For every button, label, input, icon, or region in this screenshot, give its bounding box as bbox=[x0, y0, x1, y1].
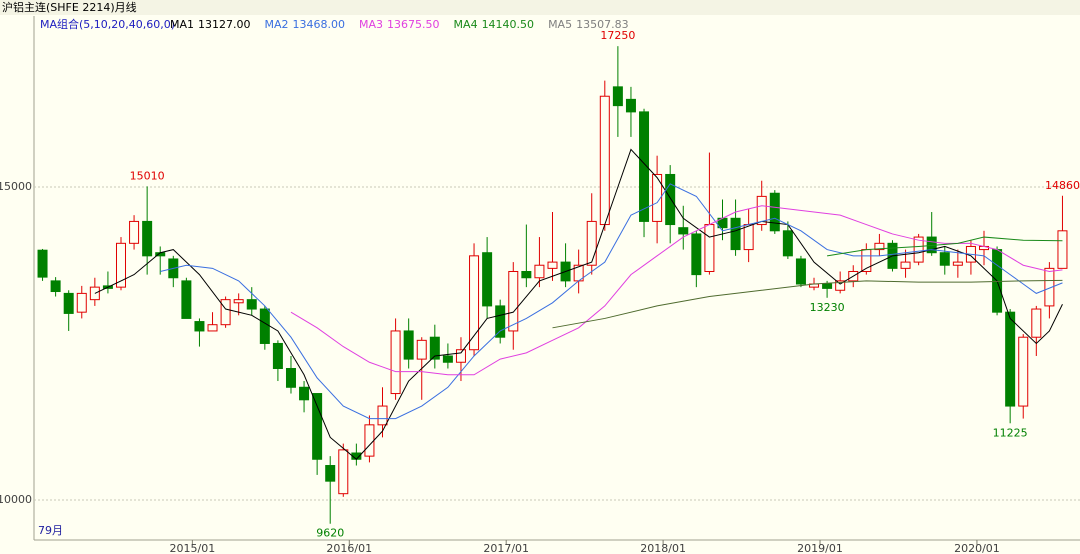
candle-body bbox=[299, 386, 310, 401]
candle-body bbox=[691, 233, 702, 276]
candle-body bbox=[37, 249, 48, 278]
candle-body bbox=[207, 324, 218, 332]
candle-body bbox=[639, 111, 650, 222]
candle-body bbox=[521, 270, 532, 279]
y-tick-label: 15000 bbox=[0, 180, 32, 193]
candle-body bbox=[482, 252, 493, 307]
legend-name: MA2 bbox=[265, 18, 289, 31]
legend-name: MA1 bbox=[170, 18, 194, 31]
candle-body bbox=[900, 261, 911, 269]
candle-body bbox=[1057, 230, 1068, 269]
candle-body bbox=[939, 252, 950, 266]
candle-body bbox=[1005, 311, 1016, 407]
x-tick-label: 2016/01 bbox=[326, 542, 372, 554]
candle-body bbox=[652, 173, 663, 222]
candle-body bbox=[586, 220, 597, 266]
candle-body bbox=[312, 393, 323, 460]
candle-body bbox=[285, 368, 296, 388]
x-tick-label: 2017/01 bbox=[483, 542, 529, 554]
extreme-label: 11225 bbox=[993, 426, 1028, 439]
extreme-label: 9620 bbox=[316, 527, 344, 540]
candle-body bbox=[678, 227, 689, 235]
candle-body bbox=[756, 195, 767, 226]
candle-body bbox=[952, 261, 963, 266]
candle-body bbox=[782, 230, 793, 257]
candle-body bbox=[390, 330, 401, 395]
candle-body bbox=[142, 220, 153, 257]
extreme-label: 14860 bbox=[1045, 179, 1080, 192]
candle-body bbox=[1044, 267, 1055, 307]
candle-body bbox=[769, 192, 780, 232]
candle-body bbox=[1031, 308, 1042, 338]
y-tick-label: 10000 bbox=[0, 493, 32, 506]
candle-body bbox=[665, 173, 676, 226]
legend-name: MA4 bbox=[454, 18, 478, 31]
x-tick-label: 2019/01 bbox=[797, 542, 843, 554]
candle-body bbox=[220, 299, 231, 326]
candle-body bbox=[194, 321, 205, 332]
candle-body bbox=[377, 405, 388, 426]
ma-line bbox=[827, 236, 1063, 257]
legend-value: 13127.00 bbox=[198, 18, 251, 31]
candle-body bbox=[338, 449, 349, 495]
candle-body bbox=[246, 299, 257, 310]
candle-body bbox=[115, 242, 126, 288]
candle-body bbox=[795, 258, 806, 285]
candle-body bbox=[534, 264, 545, 279]
candle-body bbox=[325, 465, 336, 482]
extreme-label: 17250 bbox=[600, 29, 635, 42]
candle-body bbox=[429, 336, 440, 360]
extreme-label: 13230 bbox=[810, 301, 845, 314]
candle-body bbox=[403, 330, 414, 360]
candle-body bbox=[364, 424, 375, 457]
extreme-label: 15010 bbox=[130, 169, 165, 182]
candle-body bbox=[272, 342, 283, 370]
x-tick-label: 2020/01 bbox=[954, 542, 1000, 554]
candle-body bbox=[442, 355, 453, 363]
x-tick-label: 2015/01 bbox=[170, 542, 216, 554]
legend-value: 13675.50 bbox=[387, 18, 440, 31]
candle-body bbox=[129, 220, 140, 244]
candle-body bbox=[76, 292, 87, 313]
count-label: 79月 bbox=[38, 524, 63, 537]
legend-value: 13507.83 bbox=[576, 18, 629, 31]
ma-legend-title: MA组合(5,10,20,40,60,0) bbox=[40, 17, 175, 31]
candle-body bbox=[625, 98, 636, 113]
candle-body bbox=[704, 224, 715, 272]
candle-body bbox=[835, 280, 846, 291]
candle-body bbox=[259, 308, 270, 344]
legend-value: 13468.00 bbox=[293, 18, 346, 31]
candle-body bbox=[495, 305, 506, 338]
legend-name: MA3 bbox=[359, 18, 383, 31]
candle-body bbox=[730, 217, 741, 251]
x-tick-label: 2018/01 bbox=[640, 542, 686, 554]
legend-name: MA5 bbox=[548, 18, 572, 31]
candle-body bbox=[181, 280, 192, 319]
candle-body bbox=[547, 261, 558, 269]
candle-body bbox=[874, 242, 885, 251]
legend-value: 14140.50 bbox=[482, 18, 535, 31]
candle-body bbox=[743, 224, 754, 251]
candle-body bbox=[612, 86, 623, 107]
candle-body bbox=[1018, 336, 1029, 407]
candle-body bbox=[233, 299, 244, 304]
candle-body bbox=[508, 270, 519, 332]
ma-line bbox=[160, 183, 1063, 420]
ma-line bbox=[290, 205, 1063, 376]
candle-body bbox=[469, 255, 480, 351]
chart-title: 沪铝主连(SHFE 2214)月线 bbox=[2, 0, 137, 14]
candle-body bbox=[599, 95, 610, 226]
candle-body bbox=[416, 339, 427, 360]
candle-body bbox=[50, 280, 61, 293]
candle-body bbox=[63, 292, 74, 314]
candle-body bbox=[822, 283, 833, 289]
ma-line bbox=[552, 279, 1063, 329]
candle-body bbox=[455, 349, 466, 363]
candle-body bbox=[913, 236, 924, 263]
title-bar bbox=[0, 0, 1080, 15]
